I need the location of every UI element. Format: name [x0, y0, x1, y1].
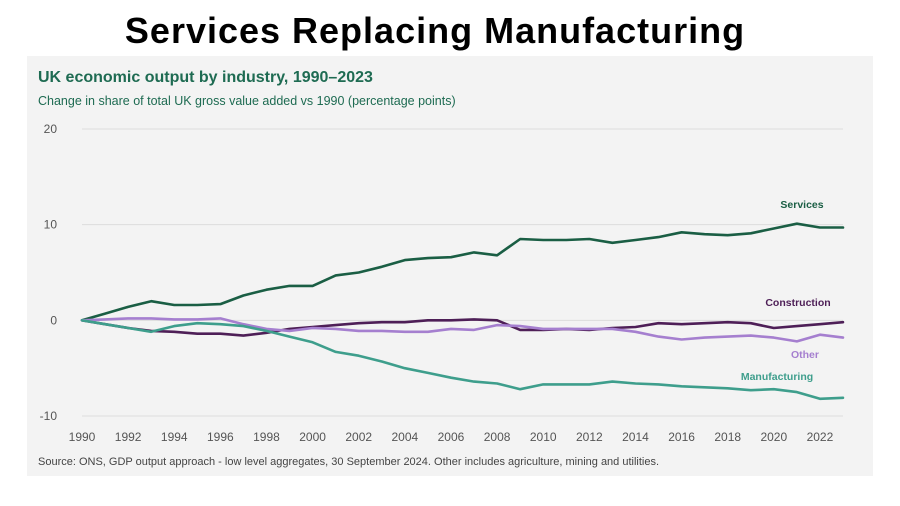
- series-label-other: Other: [791, 349, 819, 361]
- series-line-services: [80, 222, 845, 322]
- series-labels: Services Construction Other Manufacturing: [741, 199, 831, 383]
- gridlines: [82, 128, 843, 417]
- x-axis-ticks: 1990 1992 1994 1996 1998 2000 2002 2004 2006 2008…: [69, 430, 834, 444]
- x-tick-label: 2006: [438, 430, 465, 444]
- y-axis-ticks: 20 10 0 -10: [40, 122, 58, 423]
- x-tick-label: 1990: [69, 430, 96, 444]
- chart-title: UK economic output by industry, 1990–202…: [38, 69, 373, 86]
- x-tick-label: 2020: [760, 430, 787, 444]
- x-tick-label: 2010: [530, 430, 557, 444]
- chart-panel: 20 10 0 -10 1990 1992 1994 1996 1998 2000 2002 200…: [27, 56, 873, 476]
- series-lines: [80, 222, 845, 401]
- x-tick-label: 2008: [484, 430, 511, 444]
- x-tick-label: 1992: [115, 430, 142, 444]
- y-tick-label: 20: [44, 122, 58, 136]
- series-line-construction: [80, 318, 845, 337]
- x-tick-label: 2002: [345, 430, 372, 444]
- headline: Services Replacing Manufacturing: [124, 10, 746, 51]
- x-tick-label: 2012: [576, 430, 603, 444]
- x-tick-label: 1996: [207, 430, 234, 444]
- chart-subtitle: Change in share of total UK gross value …: [38, 94, 456, 108]
- x-tick-label: 2004: [391, 430, 418, 444]
- x-tick-label: 2000: [299, 430, 326, 444]
- series-label-construction: Construction: [765, 297, 830, 309]
- series-label-manufacturing: Manufacturing: [741, 371, 813, 383]
- x-tick-label: 2022: [807, 430, 834, 444]
- y-tick-label: -10: [40, 409, 58, 423]
- x-tick-label: 1994: [161, 430, 188, 444]
- y-tick-label: 0: [50, 313, 57, 327]
- x-tick-label: 2016: [668, 430, 695, 444]
- y-tick-label: 10: [44, 218, 58, 232]
- x-tick-label: 2014: [622, 430, 649, 444]
- series-line-other: [80, 317, 845, 343]
- series-label-services: Services: [780, 199, 823, 211]
- x-tick-label: 1998: [253, 430, 280, 444]
- series-line-manufacturing: [80, 318, 845, 401]
- source-note: Source: ONS, GDP output approach - low l…: [38, 456, 660, 468]
- x-tick-label: 2018: [714, 430, 741, 444]
